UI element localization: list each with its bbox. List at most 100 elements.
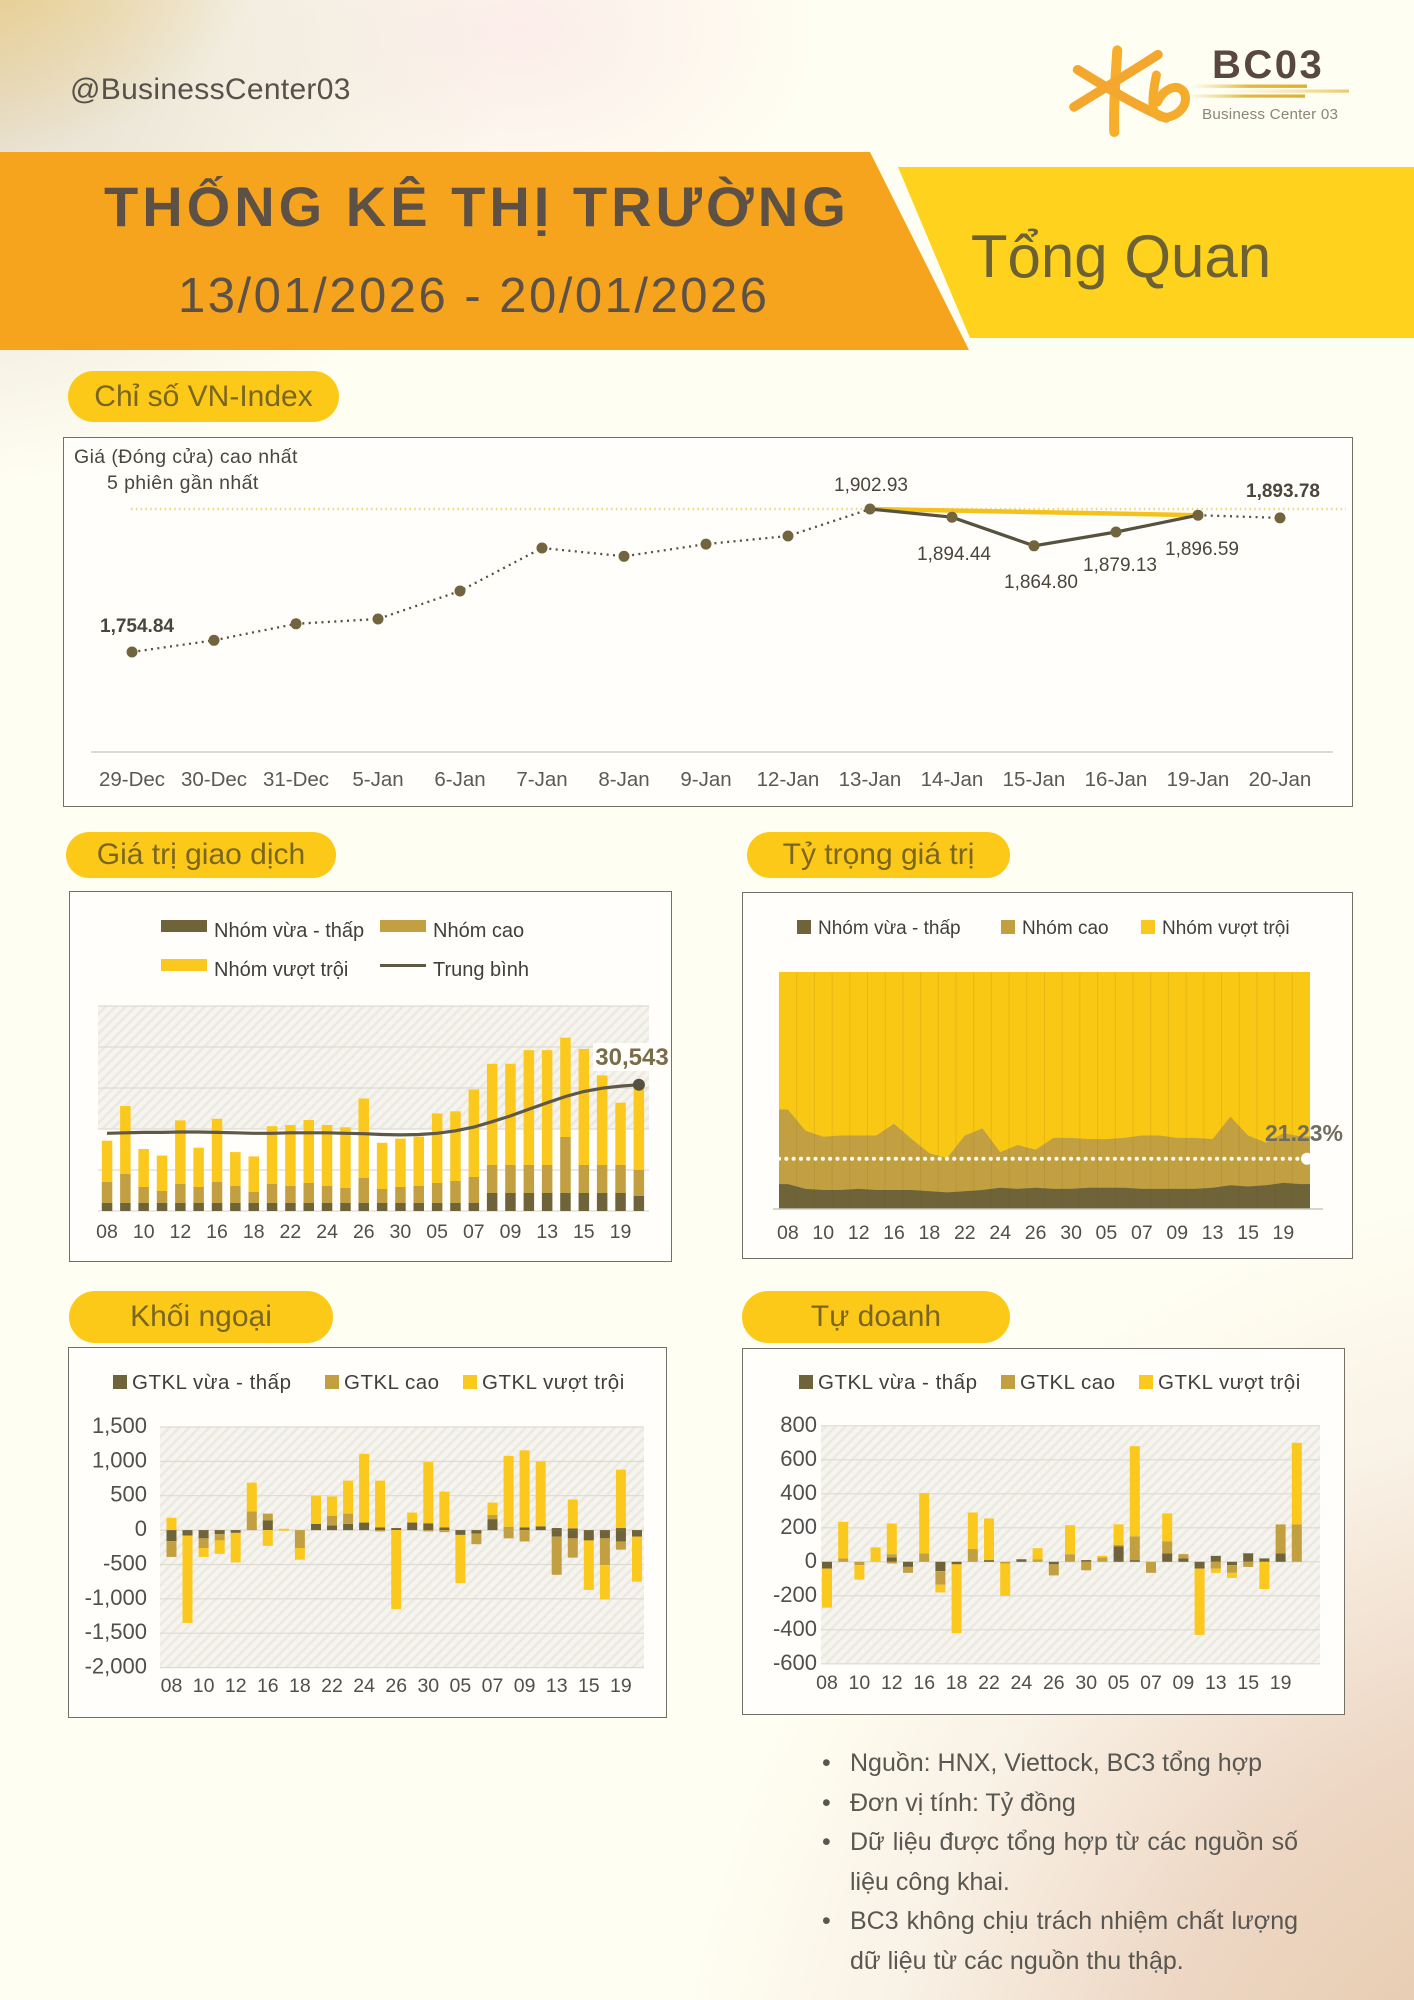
svg-text:19-Jan: 19-Jan: [1167, 768, 1230, 791]
svg-text:1,864.80: 1,864.80: [1004, 572, 1078, 593]
svg-text:0: 0: [805, 1548, 817, 1573]
svg-text:18: 18: [243, 1221, 265, 1243]
svg-text:05: 05: [450, 1675, 472, 1697]
svg-text:1,500: 1,500: [92, 1413, 147, 1438]
svg-text:05: 05: [426, 1221, 448, 1243]
svg-text:16: 16: [206, 1221, 228, 1243]
svg-text:-600: -600: [773, 1650, 817, 1675]
svg-text:13: 13: [536, 1221, 558, 1243]
svg-text:1,000: 1,000: [92, 1447, 147, 1472]
svg-text:19: 19: [1270, 1672, 1292, 1694]
svg-text:10: 10: [849, 1672, 871, 1694]
svg-text:1,879.13: 1,879.13: [1083, 555, 1157, 576]
svg-text:BC03: BC03: [1212, 43, 1324, 87]
svg-text:08: 08: [816, 1672, 838, 1694]
svg-text:19: 19: [610, 1675, 632, 1697]
svg-text:30: 30: [417, 1675, 439, 1697]
svg-text:07: 07: [1131, 1222, 1153, 1244]
svg-text:12-Jan: 12-Jan: [757, 768, 820, 791]
svg-text:GTKL cao: GTKL cao: [1020, 1371, 1116, 1394]
svg-text:-1,000: -1,000: [85, 1585, 147, 1610]
svg-text:13: 13: [546, 1675, 568, 1697]
svg-text:24: 24: [353, 1675, 375, 1697]
svg-text:8-Jan: 8-Jan: [598, 768, 649, 791]
svg-text:9-Jan: 9-Jan: [680, 768, 731, 791]
svg-text:22: 22: [321, 1675, 343, 1697]
svg-text:12: 12: [170, 1221, 192, 1243]
svg-text:18: 18: [289, 1675, 311, 1697]
svg-text:18: 18: [919, 1222, 941, 1244]
svg-text:22: 22: [280, 1221, 302, 1243]
svg-text:Business Center 03: Business Center 03: [1202, 106, 1338, 123]
svg-text:500: 500: [110, 1482, 147, 1507]
svg-text:-1,500: -1,500: [85, 1619, 147, 1644]
svg-text:09: 09: [500, 1221, 522, 1243]
svg-text:1,902.93: 1,902.93: [834, 475, 908, 496]
svg-text:1,754.84: 1,754.84: [100, 616, 174, 637]
svg-text:7-Jan: 7-Jan: [516, 768, 567, 791]
svg-text:30: 30: [1075, 1672, 1097, 1694]
svg-text:GTKL vừa - thấp: GTKL vừa - thấp: [818, 1371, 977, 1394]
svg-text:10: 10: [193, 1675, 215, 1697]
svg-text:10: 10: [812, 1222, 834, 1244]
svg-text:26: 26: [1043, 1672, 1065, 1694]
svg-text:Nhóm vượt trội: Nhóm vượt trội: [1162, 918, 1290, 939]
svg-text:14-Jan: 14-Jan: [921, 768, 984, 791]
svg-text:13-Jan: 13-Jan: [839, 768, 902, 791]
svg-text:Nhóm vừa - thấp: Nhóm vừa - thấp: [818, 918, 961, 939]
svg-text:22: 22: [954, 1222, 976, 1244]
svg-text:Trung bình: Trung bình: [433, 959, 529, 981]
svg-text:30: 30: [1060, 1222, 1082, 1244]
svg-text:07: 07: [463, 1221, 485, 1243]
svg-text:5-Jan: 5-Jan: [352, 768, 403, 791]
svg-text:GTKL vượt trội: GTKL vượt trội: [482, 1371, 625, 1394]
svg-text:08: 08: [777, 1222, 799, 1244]
svg-text:1,894.44: 1,894.44: [917, 544, 991, 565]
svg-text:13: 13: [1205, 1672, 1227, 1694]
svg-text:09: 09: [514, 1675, 536, 1697]
svg-text:09: 09: [1173, 1672, 1195, 1694]
svg-text:08: 08: [161, 1675, 183, 1697]
svg-text:Nhóm vừa - thấp: Nhóm vừa - thấp: [214, 920, 364, 942]
svg-text:30,543: 30,543: [595, 1044, 668, 1071]
svg-text:1,893.78: 1,893.78: [1246, 481, 1320, 502]
svg-text:07: 07: [1140, 1672, 1162, 1694]
svg-text:20-Jan: 20-Jan: [1249, 768, 1312, 791]
svg-text:15: 15: [1237, 1222, 1259, 1244]
svg-text:-500: -500: [103, 1551, 147, 1576]
svg-text:29-Dec: 29-Dec: [99, 768, 165, 791]
svg-text:22: 22: [978, 1672, 1000, 1694]
svg-text:GTKL cao: GTKL cao: [344, 1371, 440, 1394]
svg-text:-400: -400: [773, 1616, 817, 1641]
svg-text:26: 26: [353, 1221, 375, 1243]
svg-text:16-Jan: 16-Jan: [1085, 768, 1148, 791]
svg-text:600: 600: [780, 1446, 817, 1471]
svg-text:05: 05: [1096, 1222, 1118, 1244]
svg-text:24: 24: [1011, 1672, 1033, 1694]
svg-text:400: 400: [780, 1480, 817, 1505]
svg-text:26: 26: [385, 1675, 407, 1697]
svg-text:26: 26: [1025, 1222, 1047, 1244]
svg-text:800: 800: [780, 1412, 817, 1437]
svg-text:15: 15: [573, 1221, 595, 1243]
svg-text:18: 18: [946, 1672, 968, 1694]
svg-text:-200: -200: [773, 1582, 817, 1607]
svg-text:5 phiên gần nhất: 5 phiên gần nhất: [107, 472, 259, 494]
svg-text:10: 10: [133, 1221, 155, 1243]
svg-text:6-Jan: 6-Jan: [434, 768, 485, 791]
svg-text:31-Dec: 31-Dec: [263, 768, 329, 791]
svg-text:Nhóm vượt trội: Nhóm vượt trội: [214, 959, 348, 981]
svg-text:1,896.59: 1,896.59: [1165, 539, 1239, 560]
svg-text:09: 09: [1166, 1222, 1188, 1244]
svg-text:-2,000: -2,000: [85, 1654, 147, 1679]
svg-text:13: 13: [1202, 1222, 1224, 1244]
svg-text:15: 15: [1237, 1672, 1259, 1694]
svg-text:07: 07: [482, 1675, 504, 1697]
svg-text:24: 24: [316, 1221, 338, 1243]
svg-text:30-Dec: 30-Dec: [181, 768, 247, 791]
svg-text:200: 200: [780, 1514, 817, 1539]
svg-text:16: 16: [883, 1222, 905, 1244]
svg-text:15: 15: [578, 1675, 600, 1697]
svg-text:Giá (Đóng cửa) cao nhất: Giá (Đóng cửa) cao nhất: [74, 446, 298, 468]
svg-text:19: 19: [1273, 1222, 1295, 1244]
